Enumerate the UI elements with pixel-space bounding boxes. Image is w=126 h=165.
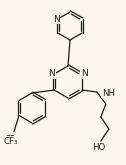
Text: CF₃: CF₃ (4, 137, 18, 146)
Text: HO: HO (92, 143, 105, 151)
Text: N: N (48, 69, 55, 79)
Text: NH: NH (102, 88, 115, 98)
Text: N: N (53, 15, 60, 23)
Text: CF₃: CF₃ (4, 135, 18, 144)
Text: N: N (81, 69, 88, 79)
